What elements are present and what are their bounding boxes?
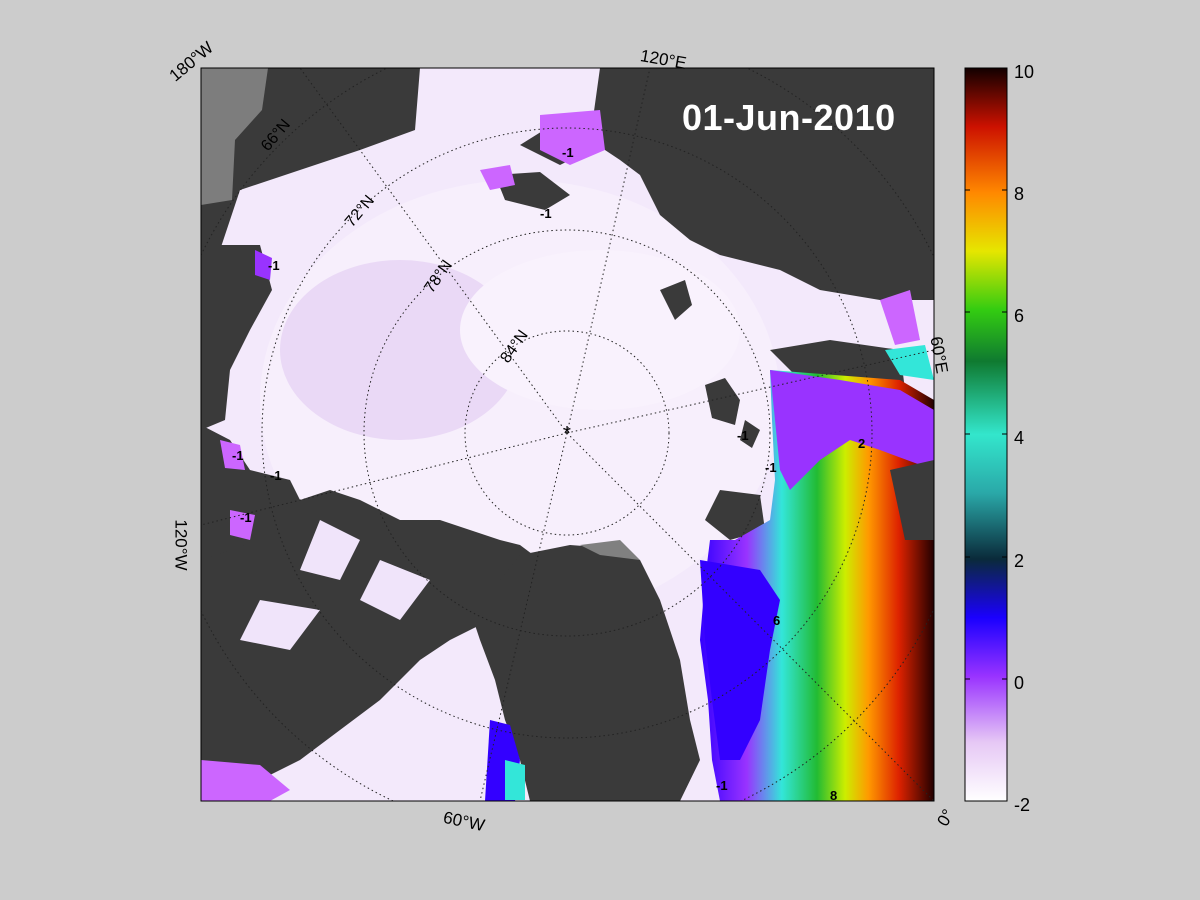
land-alaska (201, 245, 272, 430)
colorbar-tick-label: 2 (1014, 551, 1025, 571)
contour-label: -1 (240, 510, 252, 525)
colorbar-tick-label: 10 (1014, 62, 1035, 82)
colorbar (964, 67, 1008, 802)
colorbar-tick-label: -2 (1014, 795, 1031, 815)
land-greenland (470, 545, 700, 801)
contour-label: -1 (268, 258, 280, 273)
colorbar-tick-label: 6 (1014, 306, 1025, 326)
contour-label: -1 (737, 428, 749, 443)
colorbar-ticks (965, 189, 1007, 680)
contour-label: -1 (562, 145, 574, 160)
contour-label: -1 (270, 468, 282, 483)
latitude-circles (201, 68, 934, 801)
contour-label: -1 (716, 778, 728, 793)
land-canadian-archipelago (201, 490, 540, 790)
colorbar-tick-label: 0 (1014, 673, 1025, 693)
contour-label: 2 (858, 436, 865, 451)
contour-label: -1 (540, 206, 552, 221)
contour-label: -1 (232, 448, 244, 463)
contour-label: 6 (773, 613, 780, 628)
pole-marker: * (563, 423, 571, 445)
meridians (201, 68, 934, 801)
land-eurasia (590, 68, 934, 300)
contour-label: -1 (765, 460, 777, 475)
contour-label: 8 (830, 788, 837, 803)
colorbar-tick-label: 8 (1014, 184, 1025, 204)
date-label: 01-Jun-2010 (682, 97, 896, 138)
colorbar-tick-label: 4 (1014, 428, 1025, 448)
lon-label-120w: 120°W (171, 519, 191, 571)
